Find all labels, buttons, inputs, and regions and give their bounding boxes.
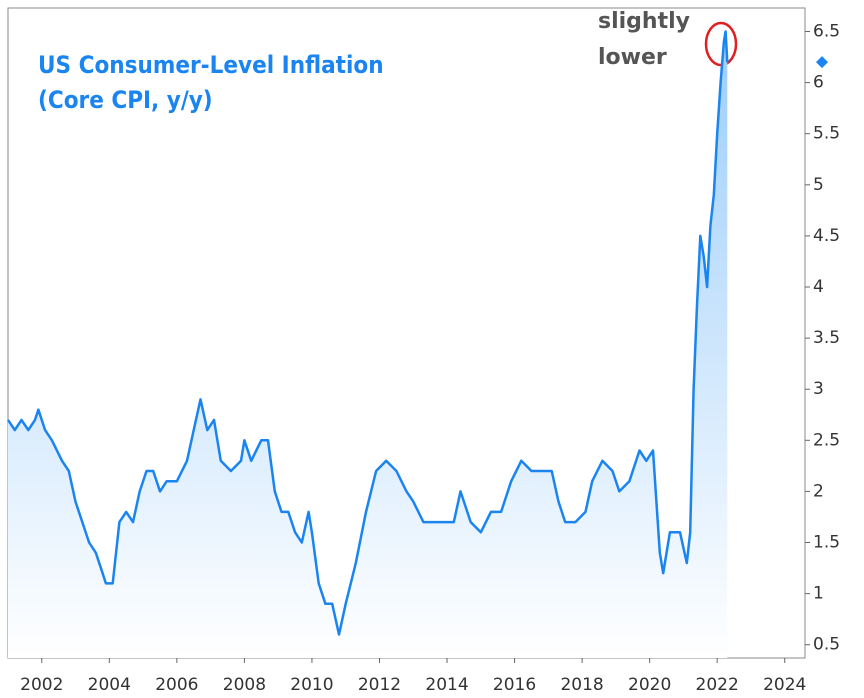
chart-title: US Consumer-Level Inflation: [38, 51, 384, 79]
x-tick-label: 2002: [20, 675, 63, 695]
line: [6, 30, 729, 636]
x-tick-label: 2014: [425, 675, 468, 695]
y-tick-label: 1: [813, 584, 824, 604]
x-tick-label: 2022: [696, 675, 739, 695]
y-tick-label: 1.5: [813, 533, 840, 553]
y-tick-label: 0.5: [813, 635, 840, 655]
y-tick-label: 5.5: [813, 124, 840, 144]
y-tick-label: 2.5: [813, 430, 840, 450]
y-tick-label: 5: [813, 175, 824, 195]
x-tick-label: 2012: [358, 675, 401, 695]
y-tick-label: 4.5: [813, 226, 840, 246]
x-tick-label: 2006: [155, 675, 198, 695]
y-tick-label: 4: [813, 277, 824, 297]
x-tick-label: 2004: [88, 675, 131, 695]
x-tick-label: 2024: [763, 675, 806, 695]
y-tick-label: 2: [813, 481, 824, 501]
area: [8, 31, 728, 658]
x-tick-label: 2008: [223, 675, 266, 695]
annotation: slightly lower: [598, 9, 690, 70]
y-tick-label: 3: [813, 379, 824, 399]
x-tick-label: 2020: [628, 675, 671, 695]
x-tick-label: 2016: [493, 675, 536, 695]
y-tick-label: 6.5: [813, 22, 840, 42]
x-tick-label: 2010: [290, 675, 333, 695]
x-tick-label: 2018: [560, 675, 603, 695]
chart-title: (Core CPI, y/y): [38, 86, 213, 114]
y-tick-label: 6: [813, 73, 824, 93]
y-tick-label: 3.5: [813, 328, 840, 348]
current-marker: [816, 56, 828, 69]
